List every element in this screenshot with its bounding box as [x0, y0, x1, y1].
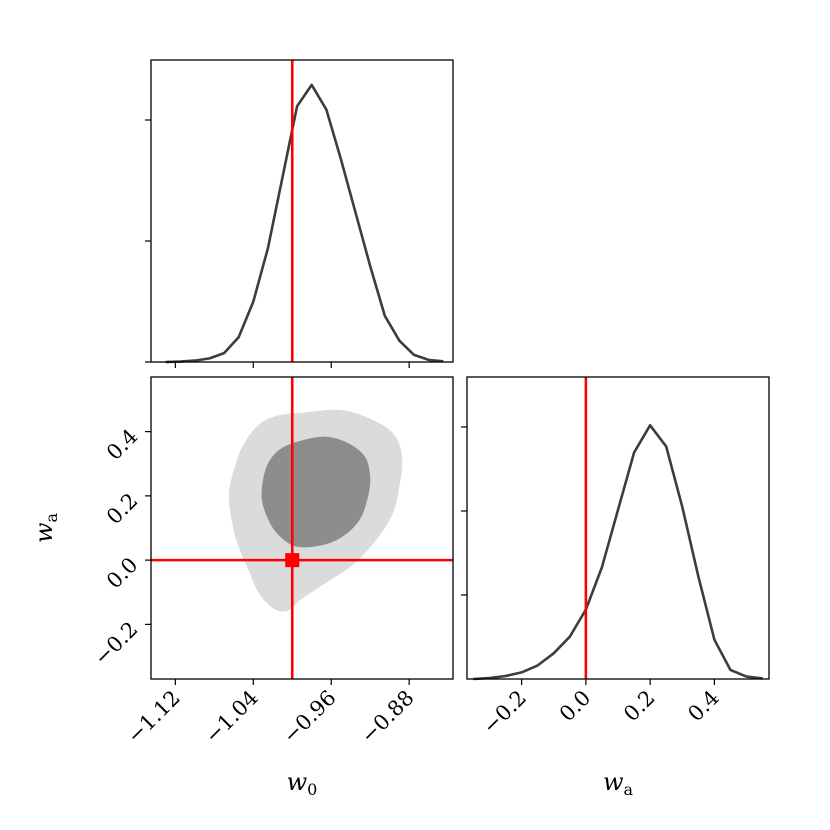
- joint-xtick-label: −1.04: [200, 686, 262, 748]
- w0-posterior-line: [165, 83, 444, 364]
- joint-xtick-label: −1.12: [122, 686, 184, 748]
- joint-ytick-label: 0.2: [102, 488, 143, 529]
- joint-y-axis-label: wa: [30, 513, 61, 544]
- joint-y-axis-label-sub: a: [42, 513, 61, 523]
- joint-x-axis-label: w0: [287, 768, 318, 799]
- wa-marginal-panel: −0.2 0.0 0.2 0.4 wa: [461, 376, 770, 799]
- joint-xtick-label: −0.88: [356, 686, 418, 748]
- wa-posterior-line: [473, 424, 763, 681]
- wa-marginal-xtick-label: 0.4: [683, 686, 724, 727]
- wa-x-axis-label: wa: [603, 768, 634, 799]
- contour-inner: [261, 436, 371, 548]
- joint-ytick-label: 0.4: [102, 424, 143, 465]
- joint-x-axis-label-sub: 0: [307, 780, 317, 799]
- w0-marginal-frame: [150, 59, 454, 363]
- wa-x-axis-label-main: w: [603, 768, 624, 796]
- joint-xtick-label: −0.96: [278, 686, 340, 748]
- joint-ytick-label: −0.2: [90, 617, 143, 670]
- joint-y-axis-label-main: w: [30, 522, 58, 543]
- wa-marginal-xtick-label: −0.2: [478, 686, 531, 739]
- joint-frame: [150, 376, 454, 680]
- wa-marginal-frame: [466, 376, 770, 680]
- w0-marginal-panel: [145, 59, 454, 368]
- joint-ytick-label: 0.0: [102, 553, 143, 594]
- joint-x-axis-label-main: w: [287, 768, 308, 796]
- joint-truth-marker: [285, 553, 300, 568]
- wa-x-axis-label-sub: a: [624, 780, 634, 799]
- wa-marginal-xtick-label: 0.2: [619, 686, 660, 727]
- wa-marginal-xtick-label: 0.0: [555, 686, 596, 727]
